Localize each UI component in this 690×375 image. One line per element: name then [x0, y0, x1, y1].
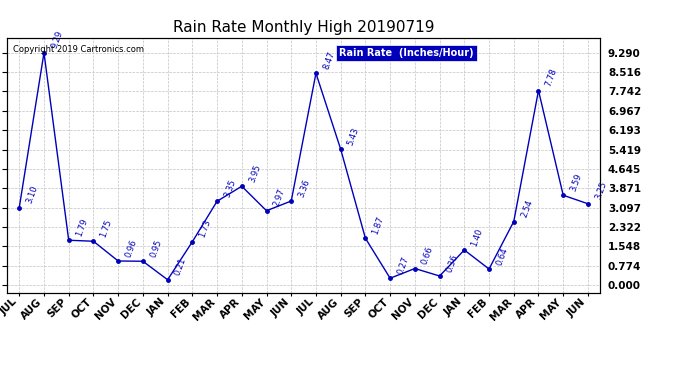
Text: 3.36: 3.36 — [297, 177, 312, 198]
Text: 1.40: 1.40 — [470, 227, 484, 247]
Text: 1.87: 1.87 — [371, 215, 386, 236]
Text: 0.36: 0.36 — [445, 253, 460, 273]
Text: 3.25: 3.25 — [593, 180, 609, 201]
Text: 3.35: 3.35 — [223, 178, 237, 198]
Text: 0.64: 0.64 — [495, 246, 509, 266]
Text: 0.27: 0.27 — [395, 255, 411, 276]
Text: 1.75: 1.75 — [99, 218, 114, 238]
Text: 3.10: 3.10 — [25, 184, 39, 205]
Text: 5.43: 5.43 — [346, 126, 361, 147]
Text: 2.54: 2.54 — [520, 198, 534, 219]
Text: 0.95: 0.95 — [148, 238, 163, 258]
Text: 1.79: 1.79 — [75, 217, 89, 237]
Text: Rain Rate  (Inches/Hour): Rain Rate (Inches/Hour) — [339, 48, 474, 58]
Text: 0.21: 0.21 — [173, 256, 188, 277]
Text: 8.47: 8.47 — [322, 50, 336, 70]
Text: 1.73: 1.73 — [198, 218, 213, 239]
Text: 2.97: 2.97 — [272, 188, 287, 208]
Title: Rain Rate Monthly High 20190719: Rain Rate Monthly High 20190719 — [173, 20, 434, 35]
Text: 0.66: 0.66 — [420, 245, 435, 266]
Text: 0.96: 0.96 — [124, 238, 139, 258]
Text: 9.29: 9.29 — [50, 30, 64, 50]
Text: Copyright 2019 Cartronics.com: Copyright 2019 Cartronics.com — [13, 45, 144, 54]
Text: 3.59: 3.59 — [569, 172, 584, 192]
Text: 3.95: 3.95 — [247, 163, 262, 183]
Text: 7.78: 7.78 — [544, 67, 559, 88]
